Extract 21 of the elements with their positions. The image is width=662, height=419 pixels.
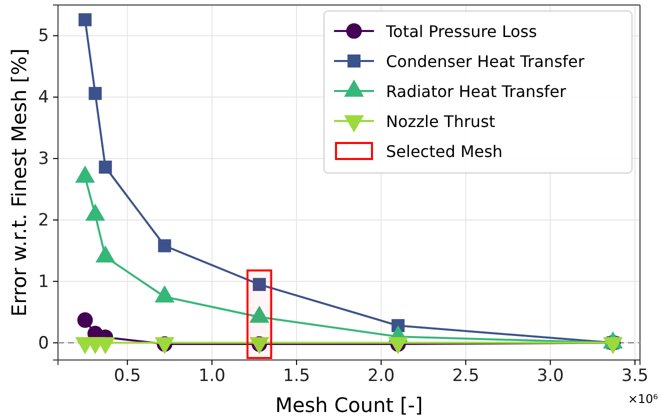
x-tick-label: 2.0 — [368, 366, 395, 386]
legend-label: Selected Mesh — [386, 142, 503, 161]
legend-label: Radiator Heat Transfer — [386, 82, 566, 101]
y-tick-label: 3 — [38, 148, 49, 169]
y-tick-label: 4 — [38, 88, 49, 108]
x-tick-label: 0.5 — [114, 366, 141, 386]
legend-label: Nozzle Thrust — [386, 112, 496, 131]
x-tick-label: 3.0 — [536, 366, 564, 386]
x-tick-label: 3.5 — [621, 366, 648, 386]
legend-label: Condenser Heat Transfer — [386, 52, 585, 71]
y-axis-title: Error w.r.t. Finest Mesh [%] — [7, 48, 31, 317]
x-tick-label: 2.5 — [452, 366, 480, 386]
x-tick-label: 1.0 — [198, 366, 226, 386]
y-tick-label: 5 — [38, 26, 49, 46]
legend-label: Total Pressure Loss — [385, 22, 537, 41]
text: ×10⁶ — [628, 392, 658, 406]
y-tick-label: 2 — [38, 210, 49, 230]
x-tick-label: 1.5 — [283, 366, 310, 386]
y-tick-label: 1 — [38, 272, 49, 292]
y-tick-label: 0 — [38, 333, 49, 354]
x-axis-title: Mesh Count [-] — [275, 393, 423, 417]
